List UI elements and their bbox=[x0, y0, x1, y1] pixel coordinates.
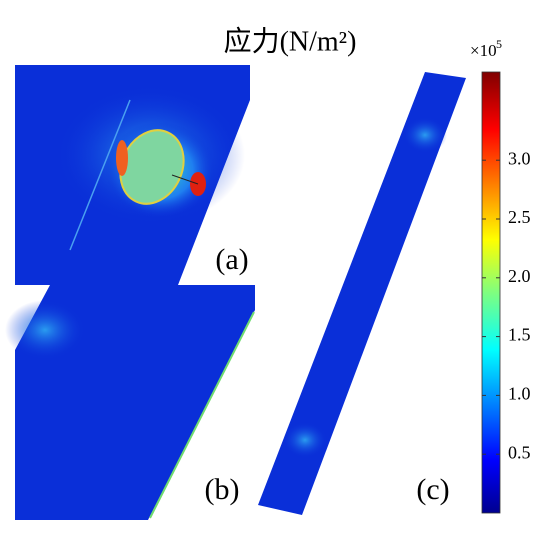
colorbar-exponent: 5 bbox=[496, 37, 502, 51]
panel-b bbox=[5, 285, 255, 520]
colorbar-multiplier: ×10 bbox=[470, 41, 497, 60]
panel-label: (c) bbox=[416, 473, 449, 506]
colorbar-tick-label: 0.5 bbox=[508, 442, 531, 462]
panel-a bbox=[15, 65, 250, 285]
panel-label: (b) bbox=[205, 473, 240, 506]
panel-c bbox=[258, 72, 466, 515]
colorbar-tick-label: 1.0 bbox=[508, 384, 531, 404]
colorbar-tick-label: 1.5 bbox=[508, 325, 531, 345]
colorbar-tick-label: 2.5 bbox=[508, 207, 531, 227]
panel-label: (a) bbox=[215, 243, 248, 276]
colorbar-tick-label: 2.0 bbox=[508, 266, 531, 286]
colorbar-ramp bbox=[481, 71, 501, 514]
colorbar-tick-label: 3.0 bbox=[508, 148, 531, 168]
title: 应力(N/m²) bbox=[224, 25, 357, 57]
colorbar: ×10 5 bbox=[470, 37, 502, 514]
